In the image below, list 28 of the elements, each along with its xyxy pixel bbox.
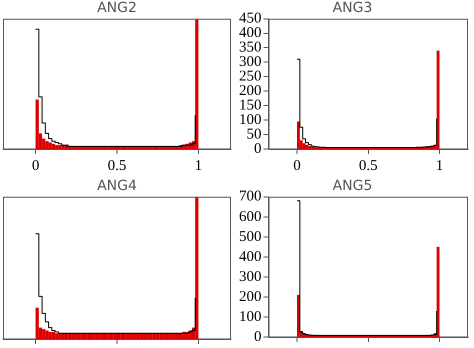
y-tick-label: 100 [239,112,262,128]
y-tick-label: 300 [239,268,262,285]
y-tick-label: 200 [239,288,262,305]
x-tick-label: 1 [436,158,444,174]
y-tick-label: 350 [239,40,262,56]
y-tick-label: 150 [239,98,262,114]
chart-title: ANG2 [97,0,137,16]
x-tick-label: 1 [194,158,202,174]
y-tick-label: 400 [239,25,262,42]
y-tick-label: 0 [254,140,262,157]
y-tick-label: 450 [239,10,262,27]
y-tick-label: 500 [239,228,262,245]
y-tick-label: 700 [239,188,262,205]
y-tick-label: 100 [239,308,262,325]
x-tick-label: 0.5 [358,158,378,174]
y-tick-label: 600 [239,208,262,225]
y-tick-label: 250 [239,68,262,85]
y-tick-label: 300 [239,54,262,70]
chart-title: ANG4 [97,178,137,194]
y-tick-label: 0 [254,328,262,345]
y-tick-label: 400 [239,248,262,265]
x-tick-label: 0 [32,158,40,174]
chart-title: ANG5 [332,178,372,194]
x-tick-label: 0 [293,158,301,174]
y-tick-label: 50 [246,126,262,142]
chart-title: ANG3 [332,0,372,16]
y-tick-label: 200 [239,83,262,100]
x-tick-label: 0.5 [108,158,126,174]
